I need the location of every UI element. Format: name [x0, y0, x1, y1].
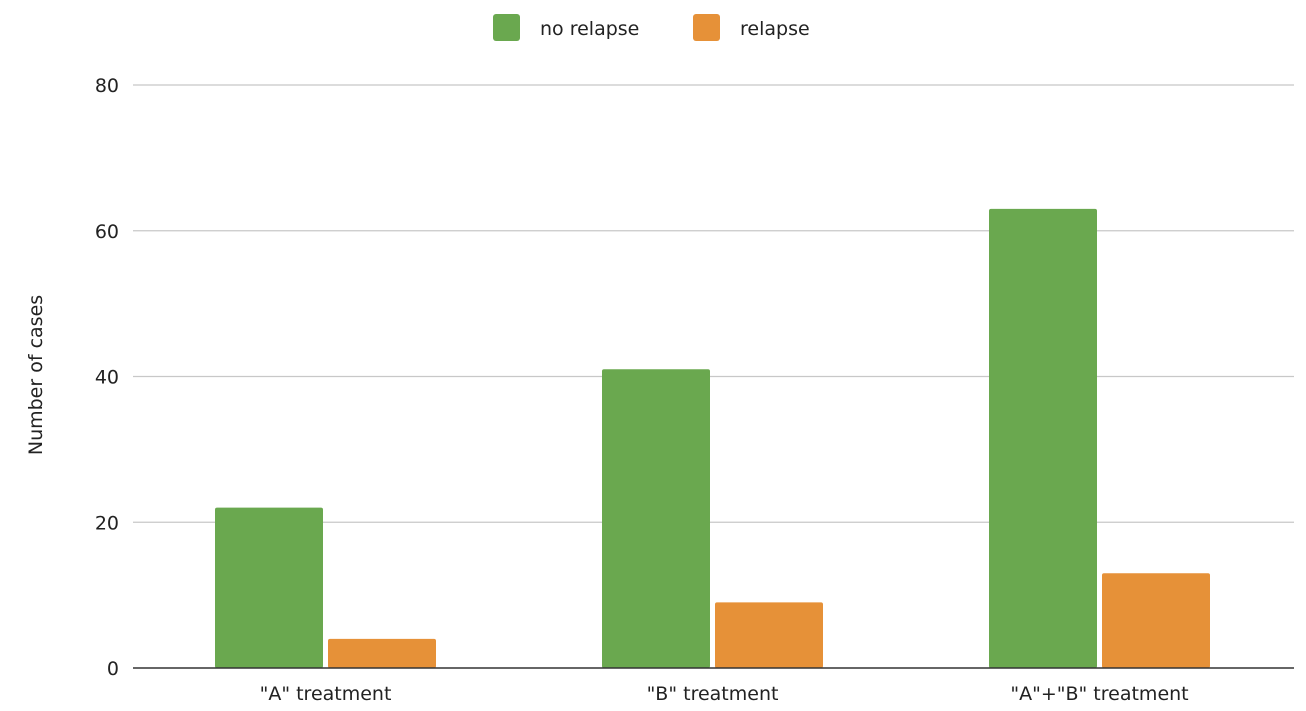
legend-label-no-relapse: no relapse: [540, 18, 639, 40]
legend-swatch-no-relapse: [493, 14, 520, 41]
y-axis-title: Number of cases: [25, 295, 47, 455]
x-tick-label: "A"+"B" treatment: [1010, 683, 1188, 705]
bar-no-relapse-3: [989, 208, 1097, 668]
bar-no-relapse-2: [602, 369, 710, 668]
bar-no-relapse-1: [215, 507, 323, 668]
y-tick-label: 40: [95, 367, 119, 389]
x-tick-label: "B" treatment: [647, 683, 779, 705]
gridlines: [133, 84, 1294, 523]
y-tick-label: 60: [95, 221, 119, 243]
y-tick-label: 20: [95, 512, 119, 534]
x-axis-labels: "A" treatment "B" treatment "A"+"B" treatm…: [260, 683, 1189, 705]
y-tick-label: 0: [107, 658, 119, 680]
y-axis-ticks: 0 20 40 60 80: [95, 75, 119, 680]
bar-relapse-1: [328, 638, 436, 668]
legend-swatch-relapse: [693, 14, 720, 41]
legend-label-relapse: relapse: [740, 18, 810, 40]
x-tick-label: "A" treatment: [260, 683, 392, 705]
y-tick-label: 80: [95, 75, 119, 97]
bars: [215, 208, 1210, 668]
bar-relapse-3: [1102, 573, 1210, 668]
legend: no relapse relapse: [493, 14, 810, 41]
bar-relapse-2: [715, 602, 823, 668]
